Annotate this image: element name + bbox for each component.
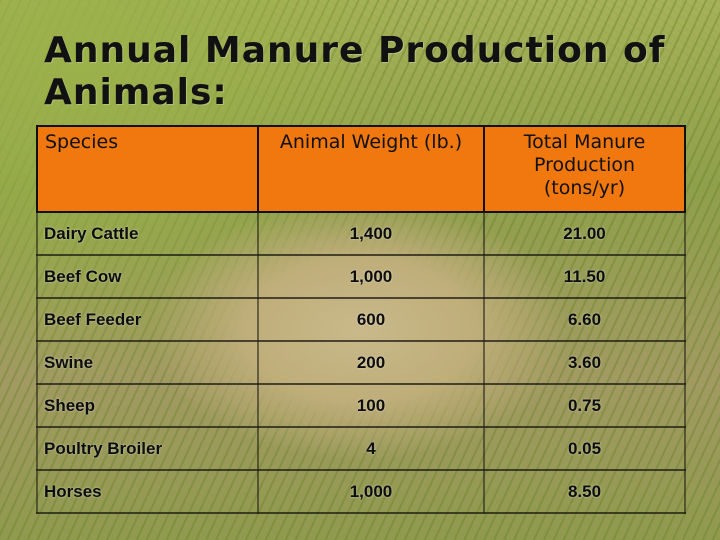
species-cell: Beef Cow [36,255,259,299]
table-row: Poultry Broiler 4 0.05 [36,427,686,471]
column-header-animal-weight: Animal Weight (lb.) [257,125,485,213]
weight-cell: 4 [258,427,485,471]
table-row: Sheep 100 0.75 [36,384,686,428]
manure-cell: 0.05 [484,427,686,471]
species-cell: Sheep [36,384,259,428]
species-cell: Dairy Cattle [36,212,259,256]
table-row: Beef Cow 1,000 11.50 [36,255,686,299]
manure-cell: 3.60 [484,341,686,385]
table-row: Dairy Cattle 1,400 21.00 [36,212,686,256]
manure-cell: 11.50 [484,255,686,299]
weight-cell: 200 [258,341,485,385]
table-row: Swine 200 3.60 [36,341,686,385]
column-header-species: Species [36,125,259,213]
column-header-total-manure: Total Manure Production (tons/yr) [483,125,686,213]
weight-cell: 1,000 [258,255,485,299]
species-cell: Poultry Broiler [36,427,259,471]
species-cell: Beef Feeder [36,298,259,342]
table-header-row: Species Animal Weight (lb.) Total Manure… [36,125,686,213]
manure-cell: 0.75 [484,384,686,428]
weight-cell: 1,000 [258,470,485,514]
species-cell: Horses [36,470,259,514]
weight-cell: 100 [258,384,485,428]
species-cell: Swine [36,341,259,385]
slide-title: Annual Manure Production of Animals: [44,30,666,113]
manure-production-table: Species Animal Weight (lb.) Total Manure… [36,125,686,514]
table-row: Horses 1,000 8.50 [36,470,686,514]
manure-cell: 6.60 [484,298,686,342]
weight-cell: 1,400 [258,212,485,256]
manure-cell: 21.00 [484,212,686,256]
manure-cell: 8.50 [484,470,686,514]
weight-cell: 600 [258,298,485,342]
table-row: Beef Feeder 600 6.60 [36,298,686,342]
